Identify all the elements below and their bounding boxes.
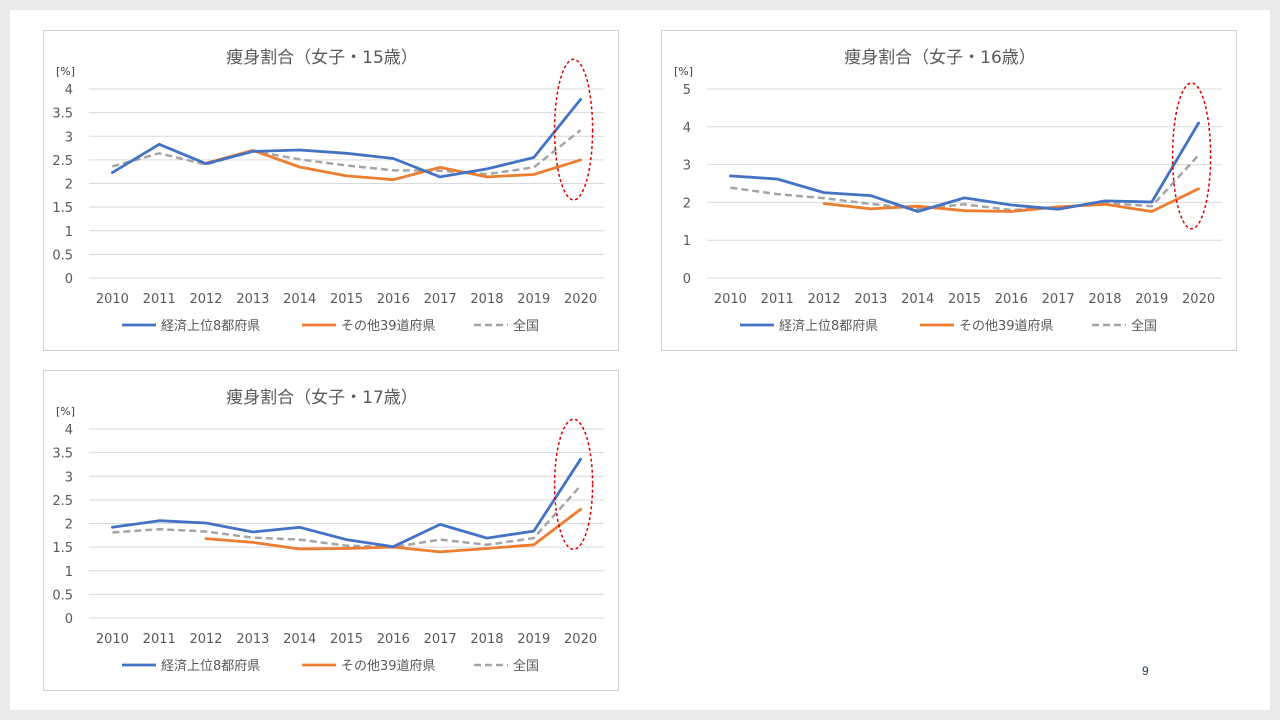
chart-title: 痩身割合（女子・16歳） bbox=[844, 48, 1036, 68]
x-tick-label: 2012 bbox=[807, 292, 840, 307]
x-tick-label: 2012 bbox=[189, 632, 222, 647]
x-tick-label: 2018 bbox=[470, 632, 503, 647]
chart-title: 痩身割合（女子・15歳） bbox=[226, 48, 418, 68]
highlight-ellipse bbox=[1171, 82, 1212, 230]
legend-label-top: 経済上位8都府県 bbox=[779, 318, 878, 334]
x-tick-label: 2019 bbox=[1135, 292, 1168, 307]
series-line-national bbox=[112, 484, 582, 549]
x-tick-label: 2014 bbox=[283, 632, 316, 647]
y-tick-label: 5 bbox=[683, 83, 691, 98]
chart-girls-17: 痩身割合（女子・17歳） [%] 0 0.5 1 1.5 2 2.5 3 3.5 4 2010 2011… bbox=[43, 370, 619, 691]
x-tick-label: 2013 bbox=[236, 292, 269, 307]
series-line-other bbox=[822, 187, 1200, 213]
y-tick-label: 0.5 bbox=[52, 588, 73, 603]
y-tick-label: 0.5 bbox=[52, 248, 73, 263]
highlight-ellipse bbox=[553, 58, 594, 201]
legend-label-national: 全国 bbox=[513, 658, 539, 674]
y-tick-label: 0 bbox=[65, 612, 73, 627]
y-tick-label: 2 bbox=[65, 518, 73, 533]
y-axis-unit: [%] bbox=[674, 65, 693, 78]
y-tick-label: 1 bbox=[65, 565, 73, 580]
legend-label-top: 経済上位8都府県 bbox=[161, 658, 260, 674]
chart-girls-16: 痩身割合（女子・16歳） [%] 0 1 2 3 4 5 2010 2011 2012 2013 201… bbox=[661, 30, 1237, 351]
series-line-national bbox=[730, 154, 1200, 212]
y-tick-label: 0 bbox=[683, 272, 691, 287]
x-tick-label: 2017 bbox=[424, 292, 457, 307]
x-tick-label: 2010 bbox=[714, 292, 747, 307]
y-tick-label: 4 bbox=[65, 423, 73, 438]
legend-label-national: 全国 bbox=[513, 318, 539, 334]
y-tick-label: 2 bbox=[65, 178, 73, 193]
y-tick-label: 0 bbox=[65, 272, 73, 287]
x-tick-label: 2019 bbox=[517, 292, 550, 307]
x-tick-label: 2010 bbox=[96, 632, 129, 647]
series-line-top bbox=[111, 457, 582, 549]
legend-label-other: その他39道府県 bbox=[341, 659, 436, 674]
x-tick-label: 2020 bbox=[564, 292, 597, 307]
x-tick-label: 2016 bbox=[995, 292, 1028, 307]
y-tick-label: 2.5 bbox=[52, 154, 73, 169]
y-tick-label: 2.5 bbox=[52, 494, 73, 509]
series-line-national bbox=[112, 129, 582, 176]
chart-girls-15: 痩身割合（女子・15歳） [%] 0 0.5 1 1.5 2 2.5 3 3.5 4 2010 2011… bbox=[43, 30, 619, 351]
y-tick-label: 3 bbox=[65, 130, 73, 145]
x-tick-label: 2016 bbox=[377, 632, 410, 647]
y-tick-label: 3.5 bbox=[52, 447, 73, 462]
x-tick-label: 2011 bbox=[761, 292, 794, 307]
x-tick-label: 2018 bbox=[1088, 292, 1121, 307]
x-tick-label: 2015 bbox=[330, 292, 363, 307]
y-tick-label: 3 bbox=[65, 470, 73, 485]
x-tick-label: 2013 bbox=[854, 292, 887, 307]
x-tick-label: 2018 bbox=[470, 292, 503, 307]
highlight-ellipse bbox=[553, 418, 594, 551]
chart-svg: 痩身割合（女子・15歳） [%] 0 0.5 1 1.5 2 2.5 3 3.5 4 2010 2011… bbox=[52, 48, 604, 334]
chart-title: 痩身割合（女子・17歳） bbox=[226, 388, 418, 408]
x-tick-label: 2010 bbox=[96, 292, 129, 307]
x-tick-label: 2011 bbox=[143, 292, 176, 307]
y-tick-label: 4 bbox=[683, 121, 691, 136]
series-line-top bbox=[111, 98, 582, 179]
y-tick-label: 2 bbox=[683, 196, 691, 211]
x-tick-label: 2017 bbox=[424, 632, 457, 647]
chart-svg: 痩身割合（女子・17歳） [%] 0 0.5 1 1.5 2 2.5 3 3.5 4 2010 2011… bbox=[52, 388, 604, 674]
x-tick-label: 2015 bbox=[330, 632, 363, 647]
x-tick-label: 2012 bbox=[189, 292, 222, 307]
x-tick-label: 2020 bbox=[564, 632, 597, 647]
legend-label-top: 経済上位8都府県 bbox=[161, 318, 260, 334]
chart-svg: 痩身割合（女子・16歳） [%] 0 1 2 3 4 5 2010 2011 2012 2013 201… bbox=[674, 48, 1222, 334]
y-axis-unit: [%] bbox=[56, 65, 75, 78]
y-tick-label: 1 bbox=[65, 225, 73, 240]
x-tick-label: 2013 bbox=[236, 632, 269, 647]
y-tick-label: 3 bbox=[683, 159, 691, 174]
y-axis-unit: [%] bbox=[56, 405, 75, 418]
x-tick-label: 2019 bbox=[517, 632, 550, 647]
x-tick-label: 2016 bbox=[377, 292, 410, 307]
y-tick-label: 1.5 bbox=[52, 201, 73, 216]
x-tick-label: 2020 bbox=[1182, 292, 1215, 307]
series-line-other bbox=[204, 149, 582, 182]
y-tick-label: 1.5 bbox=[52, 541, 73, 556]
legend-label-national: 全国 bbox=[1131, 318, 1157, 334]
x-tick-label: 2015 bbox=[948, 292, 981, 307]
x-tick-label: 2017 bbox=[1042, 292, 1075, 307]
legend-label-other: その他39道府県 bbox=[341, 319, 436, 334]
y-tick-label: 1 bbox=[683, 234, 691, 249]
series-line-top bbox=[729, 121, 1200, 213]
y-tick-label: 4 bbox=[65, 83, 73, 98]
y-tick-label: 3.5 bbox=[52, 107, 73, 122]
page-number: 9 bbox=[1142, 664, 1149, 678]
legend-label-other: その他39道府県 bbox=[959, 319, 1054, 334]
x-tick-label: 2014 bbox=[901, 292, 934, 307]
x-tick-label: 2011 bbox=[143, 632, 176, 647]
x-tick-label: 2014 bbox=[283, 292, 316, 307]
